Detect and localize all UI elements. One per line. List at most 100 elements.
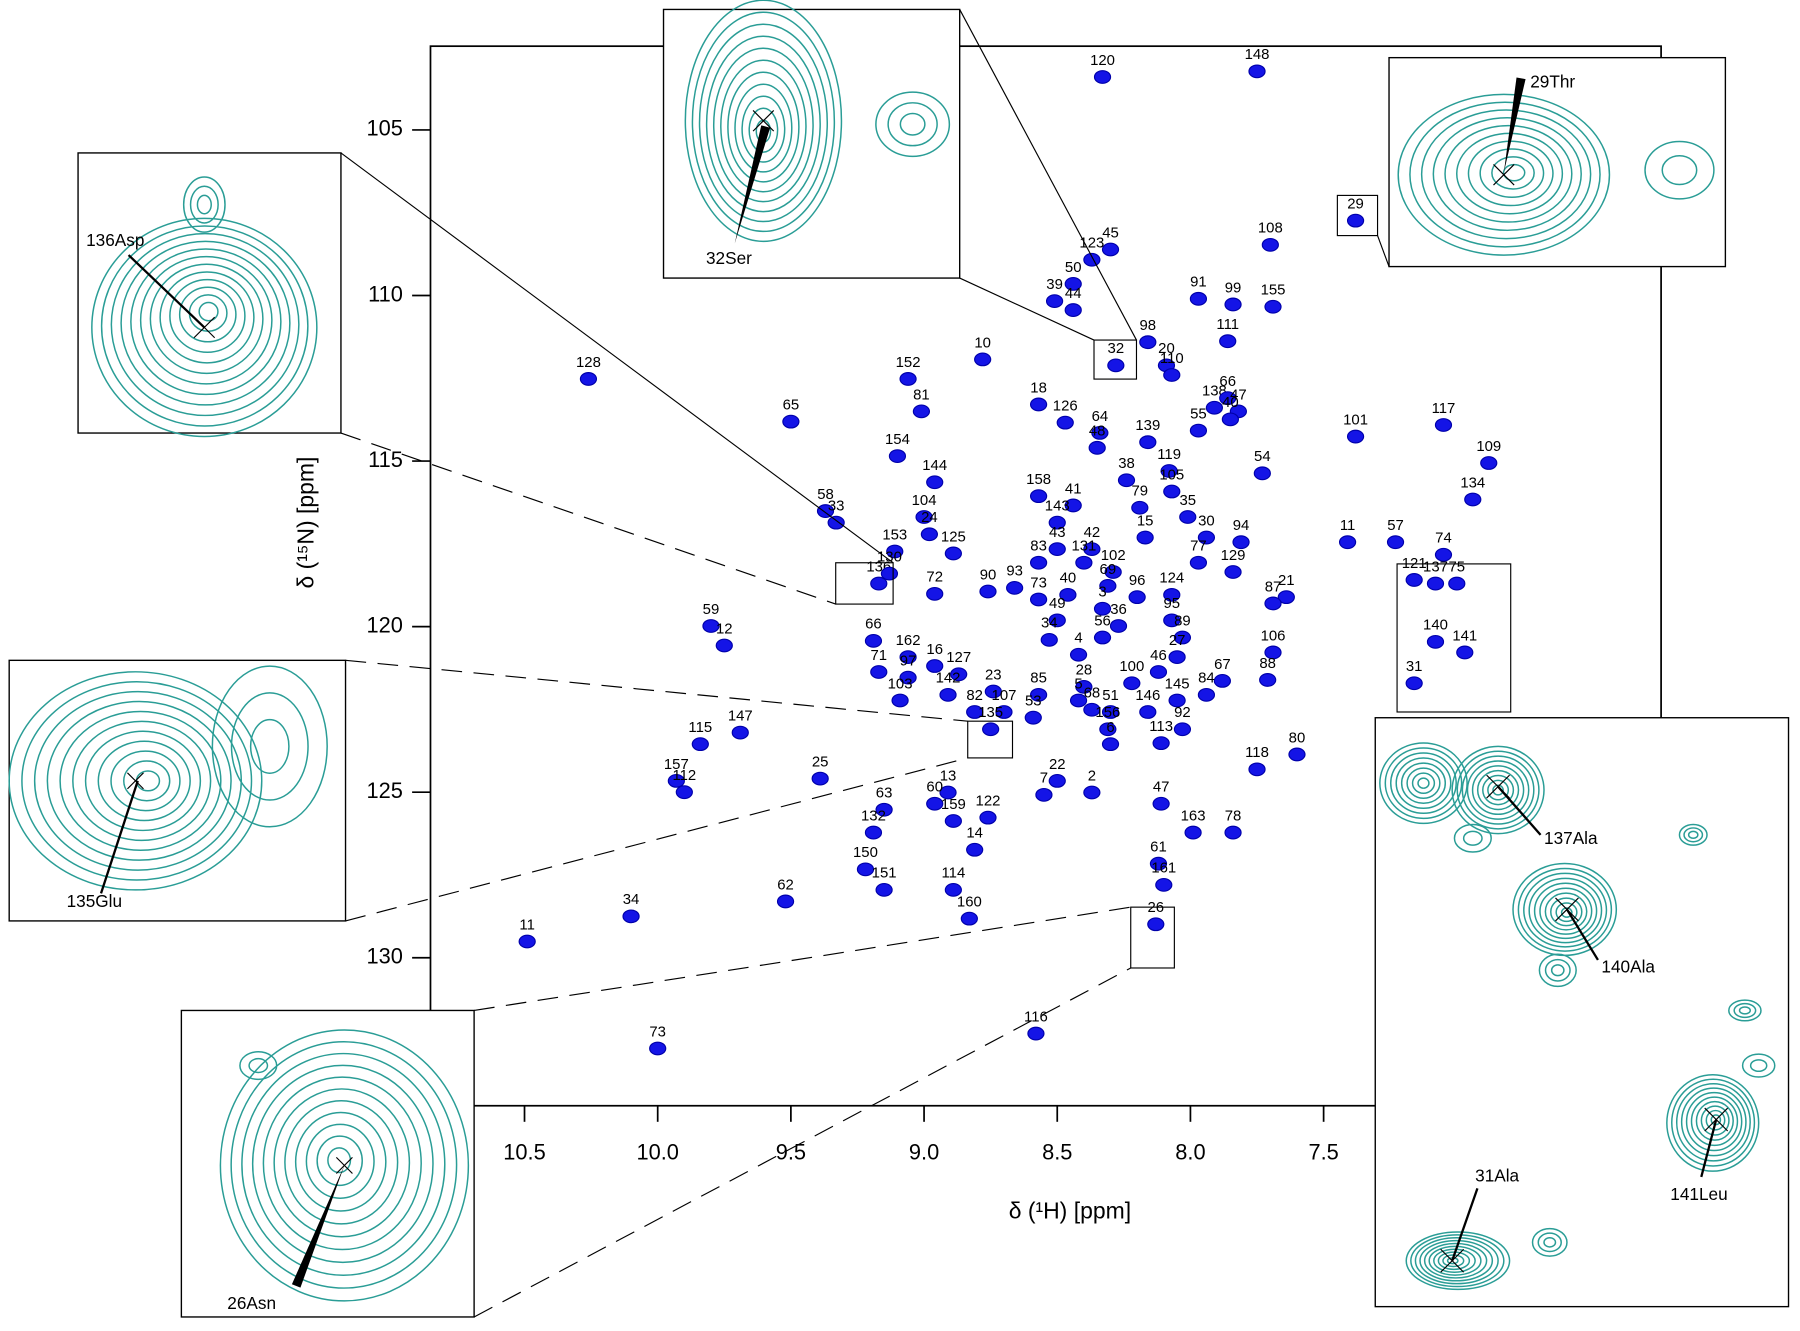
peak: [1139, 435, 1157, 450]
peak: [926, 475, 944, 490]
peak: [926, 659, 944, 673]
peak: [1029, 397, 1048, 412]
plot-frame: [429, 45, 1662, 1107]
peak: [1189, 555, 1208, 570]
peak: [864, 633, 883, 648]
connector: [474, 906, 1131, 1012]
contour: [1738, 1006, 1752, 1015]
peak-label: 15: [1137, 512, 1154, 529]
contour: [1406, 767, 1441, 799]
contour: [1390, 752, 1457, 815]
contour: [1379, 742, 1468, 825]
contour: [123, 760, 171, 802]
peak: [864, 825, 883, 840]
peak: [1059, 587, 1077, 602]
peak-label: 68: [1084, 685, 1101, 702]
peak-label: 83: [1030, 538, 1047, 555]
peak: [1173, 722, 1192, 737]
peak-label: 113: [1149, 718, 1173, 735]
contour: [251, 1064, 434, 1264]
contour: [1671, 1078, 1756, 1167]
connector: [340, 432, 836, 605]
peak-label: 55: [1190, 405, 1207, 422]
peak-label: 47: [1230, 386, 1247, 403]
peak: [1064, 277, 1082, 291]
cross: [127, 772, 144, 790]
peak-label: 134: [1460, 474, 1485, 491]
inset-label: 31Ala: [1475, 1165, 1519, 1185]
peak-label: 72: [926, 569, 943, 586]
contour: [316, 1135, 363, 1187]
contour: [1471, 765, 1525, 816]
peak-label: 67: [1214, 656, 1231, 673]
peak: [1136, 530, 1154, 545]
peak-label: 34: [623, 891, 640, 908]
contour: [1683, 827, 1704, 843]
contour: [110, 232, 300, 417]
peak: [1006, 580, 1024, 595]
contour: [1453, 823, 1492, 853]
peak-label: 11: [519, 916, 534, 933]
peak-label: 64: [1092, 408, 1109, 425]
peak-label: 162: [896, 632, 921, 649]
cross: [1493, 164, 1515, 186]
peak-label: 82: [966, 687, 983, 704]
contour: [1461, 755, 1535, 825]
peak-label: 111: [1216, 316, 1239, 333]
peak-label: 2: [1088, 767, 1096, 784]
contour: [189, 185, 219, 224]
peak-label: 127: [946, 649, 971, 666]
peak-label: 30: [1198, 512, 1215, 529]
peak-label: 106: [1261, 627, 1286, 644]
peak-label: 119: [1157, 446, 1181, 463]
contour: [91, 217, 318, 438]
peak-label: 29: [1347, 196, 1364, 213]
peak-label: 41: [1065, 480, 1082, 497]
x-tick-label: 10.5: [503, 1140, 545, 1165]
peak-label: 13: [940, 767, 957, 784]
peak: [1048, 542, 1066, 557]
peak-label: 92: [1174, 704, 1191, 721]
y-axis-label: δ (¹⁵N) [ppm]: [293, 457, 319, 589]
peak-label: 117: [1432, 400, 1456, 417]
contour: [262, 1076, 422, 1251]
peak-label: 88: [1259, 655, 1276, 672]
contour: [1419, 1239, 1494, 1282]
connector: [345, 757, 968, 922]
peak: [1346, 213, 1365, 228]
peak: [1248, 64, 1266, 79]
contour: [748, 107, 779, 153]
peak: [1338, 535, 1357, 550]
peak-label: 124: [1159, 570, 1184, 587]
pointer: [1497, 785, 1542, 836]
peak-label: 58: [817, 486, 834, 503]
peak: [579, 372, 598, 386]
contour: [1550, 897, 1583, 927]
contour: [1400, 762, 1447, 805]
peak: [1093, 601, 1112, 616]
peak: [715, 638, 733, 653]
peak: [1048, 515, 1066, 530]
peak: [1163, 368, 1181, 382]
inset-label: 29Thr: [1530, 71, 1575, 91]
peak-label: 95: [1163, 595, 1180, 612]
contour: [1456, 750, 1540, 830]
contour: [169, 278, 246, 354]
peak-label: 94: [1233, 517, 1250, 534]
x-tick-label: 8.0: [1175, 1140, 1205, 1165]
peak: [1152, 796, 1170, 811]
peak: [1029, 489, 1048, 504]
peak: [899, 670, 917, 685]
peak: [1426, 576, 1445, 591]
contour: [196, 194, 212, 215]
peak-label: 63: [876, 785, 893, 802]
contour: [1749, 1059, 1768, 1073]
x-tick-label: 8.5: [1042, 1140, 1072, 1165]
contour: [1482, 774, 1515, 806]
peak: [1083, 785, 1101, 800]
peak-label: 84: [1198, 670, 1215, 687]
peak-label: 44: [1065, 285, 1082, 302]
peak-label: 10: [974, 334, 991, 351]
peak-label: 43: [1049, 524, 1066, 541]
contour: [110, 750, 181, 812]
